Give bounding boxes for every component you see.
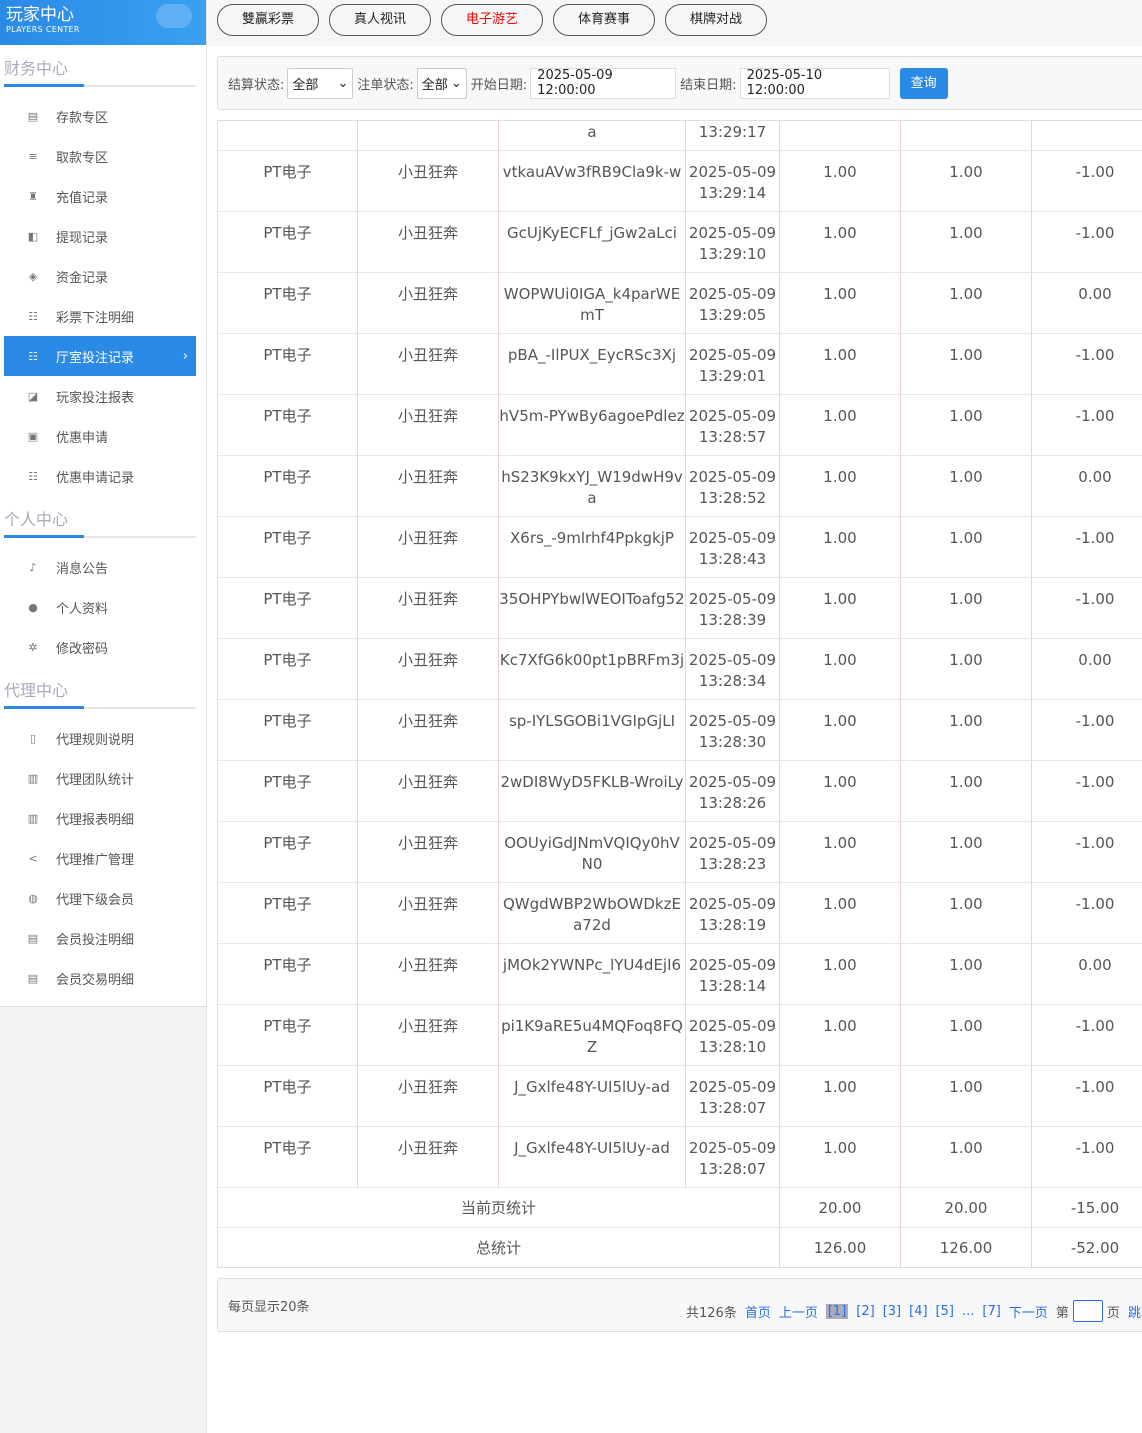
table-row: PT电子 小丑狂奔 2wDI8WyD5FKLB-WroiLy 2025-05-09 1… xyxy=(218,760,1142,821)
filter-bar: 结算状态: 全部 ⌄ 注单状态: 全部 ⌄ 开始日期: 2025-05-09 12:… xyxy=(217,56,1142,110)
table-row: PT电子 小丑狂奔 WOPWUi0IGA_k4parWEmT 2025-05-09 1… xyxy=(218,272,1142,333)
sidebar-item[interactable]: ▯ 代理规则说明 xyxy=(4,718,196,758)
withdraw-icon: ◧ xyxy=(27,229,39,243)
query-button[interactable]: 查询 xyxy=(899,67,948,99)
gamepad-icon xyxy=(156,4,192,28)
list-icon: ☷ xyxy=(28,469,38,483)
doc-icon: ▤ xyxy=(27,931,39,945)
bell-icon: ♪ xyxy=(29,560,37,574)
bet-table: a 13:29:17 PT电子 小丑狂奔 vtkauAVw3fRB9Cla9k-w 202… xyxy=(217,120,1142,1268)
section-title: 财务中心 xyxy=(4,45,196,87)
first-page-link[interactable]: 首页 xyxy=(744,1305,771,1321)
top-tab[interactable]: 电子游艺 xyxy=(441,4,543,36)
money-icon: ◈ xyxy=(28,269,38,283)
top-tabs: 雙贏彩票 真人视讯 电子游艺 体育赛事 棋牌对战 xyxy=(207,0,1142,46)
page-link-1[interactable]: [1] xyxy=(825,1303,849,1319)
list-icon: ☷ xyxy=(28,349,38,363)
page-link-2[interactable]: [2] xyxy=(856,1303,875,1319)
sidebar-item[interactable]: ◧ 提现记录 xyxy=(27,229,109,246)
summary-row: 当前页统计 20.00 20.00 -15.00 xyxy=(218,1187,1142,1227)
sidebar-item[interactable]: ▤ 会员投注明细 xyxy=(27,931,135,948)
sidebar-item[interactable]: ✲ 修改密码 xyxy=(4,627,196,667)
table-row: PT电子 小丑狂奔 J_Gxlfe48Y-UI5lUy-ad 2025-05-09 1… xyxy=(218,1065,1142,1126)
share-icon: < xyxy=(28,851,38,865)
table-row: PT电子 小丑狂奔 sp-IYLSGOBi1VGIpGjLI 2025-05-09 1… xyxy=(218,699,1142,760)
table-row: PT电子 小丑狂奔 J_Gxlfe48Y-UI5lUy-ad 2025-05-09 1… xyxy=(218,1126,1142,1187)
sidebar-item[interactable]: ▤ 会员交易明细 xyxy=(27,971,135,988)
sidebar-item[interactable]: < 代理推广管理 xyxy=(4,838,196,878)
sidebar: 玩家中心 PLAYERS CENTER 财务中心 ▤ 存款专区 ≡ 取款专区 ♜ 充值记录 ◧… xyxy=(0,0,207,1433)
page-link-3[interactable]: [3] xyxy=(882,1303,902,1319)
page-link-4[interactable]: [4] xyxy=(909,1303,928,1319)
prev-page-link[interactable]: 上一页 xyxy=(778,1305,818,1321)
sidebar-item[interactable]: ▣ 优惠申请 xyxy=(27,429,109,446)
file-icon: ▯ xyxy=(29,731,37,745)
top-tab[interactable]: 雙贏彩票 xyxy=(217,4,319,36)
page-link-5[interactable]: [5] xyxy=(935,1303,954,1319)
table-row: PT电子 小丑狂奔 pBA_-IlPUX_EycRSc3Xj 2025-05-09 1… xyxy=(218,333,1142,394)
top-tab[interactable]: 体育赛事 xyxy=(553,4,655,36)
sidebar-item[interactable]: ● 个人资料 xyxy=(4,587,196,627)
bet-status-select[interactable]: 全部 ⌄ xyxy=(416,67,467,99)
calculator-icon: ▤ xyxy=(27,109,39,123)
bag-icon: ♜ xyxy=(28,189,38,203)
start-date-input[interactable]: 2025-05-09 12:00:00 xyxy=(530,67,677,99)
table-row: PT电子 小丑狂奔 jMOk2YWNPc_lYU4dEjI6 2025-05-09 1… xyxy=(218,943,1142,1004)
table-row: a 13:29:17 xyxy=(218,120,1142,150)
top-tab[interactable]: 真人视讯 xyxy=(329,4,431,36)
top-tab[interactable]: 棋牌对战 xyxy=(665,4,767,36)
book-icon: ▥ xyxy=(27,811,39,825)
table-row: PT电子 小丑狂奔 35OHPYbwlWEOIToafg52 2025-05-09 1… xyxy=(218,577,1142,638)
cash-icon: ≡ xyxy=(28,149,38,163)
page-link-7[interactable]: [7] xyxy=(982,1303,1001,1319)
sidebar-item[interactable]: ☷ 彩票下注明细 xyxy=(4,296,196,336)
sidebar-item[interactable]: ♪ 消息公告 xyxy=(4,547,196,587)
sidebar-item[interactable]: ≡ 取款专区 xyxy=(4,136,196,176)
chevron-down-icon: ⌄ xyxy=(337,75,349,91)
jump-button[interactable]: 跳转 xyxy=(1127,1305,1142,1321)
pagination: 每页显示20条 共126条 首页 上一页 [1] [2] [3] [4] [5]… xyxy=(217,1278,1142,1332)
summary-row: 总统计 126.00 126.00 -52.00 xyxy=(218,1227,1142,1267)
gear-icon: ✲ xyxy=(28,640,38,654)
table-row: PT电子 小丑狂奔 pi1K9aRE5u4MQFoq8FQZ 2025-05-09 1… xyxy=(218,1004,1142,1065)
table-row: PT电子 小丑狂奔 GcUjKyECFLf_jGw2aLci 2025-05-09 1… xyxy=(218,211,1142,272)
table-row: PT电子 小丑狂奔 hV5m-PYwBy6agoePdlez 2025-05-09 1… xyxy=(218,394,1142,455)
sidebar-item[interactable]: ♜ 充值记录 xyxy=(4,176,196,216)
sidebar-item[interactable]: ◈ 资金记录 xyxy=(4,256,196,296)
chevron-down-icon: ⌄ xyxy=(450,75,462,91)
table-row: PT电子 小丑狂奔 X6rs_-9mlrhf4PpkgkjP 2025-05-09 1… xyxy=(218,516,1142,577)
sidebar-item[interactable]: ◪ 玩家投注报表 xyxy=(27,389,135,406)
settle-status-select[interactable]: 全部 ⌄ xyxy=(287,67,354,99)
end-date-input[interactable]: 2025-05-10 12:00:00 xyxy=(739,67,890,99)
book-icon: ▥ xyxy=(27,771,39,785)
table-row: PT电子 小丑狂奔 hS23K9kxYJ_W19dwH9va 2025-05-09 1… xyxy=(218,455,1142,516)
section-title: 代理中心 xyxy=(4,667,196,709)
sidebar-item[interactable]: ▤ 存款专区 xyxy=(27,109,109,126)
sidebar-item[interactable]: ◍ 代理下级会员 xyxy=(4,878,196,918)
sidebar-item[interactable]: ▥ 代理报表明细 xyxy=(27,811,135,828)
doc-icon: ▤ xyxy=(27,971,39,985)
logo: 玩家中心 PLAYERS CENTER xyxy=(0,0,206,45)
table-row: PT电子 小丑狂奔 OOUyiGdJNmVQIQy0hVN0 2025-05-09 1… xyxy=(218,821,1142,882)
goto-page-input[interactable] xyxy=(1072,1300,1103,1322)
sidebar-item[interactable]: ☷ 厅室投注记录 › xyxy=(4,336,196,376)
sidebar-item[interactable]: ☷ 优惠申请记录 xyxy=(4,456,196,496)
chevron-right-icon: › xyxy=(182,348,188,364)
chart-icon: ◪ xyxy=(27,389,39,403)
users-icon: ◍ xyxy=(28,891,38,905)
table-row: PT电子 小丑狂奔 QWgdWBP2WbOWDkzEa72d 2025-05-09 1… xyxy=(218,882,1142,943)
next-page-link[interactable]: 下一页 xyxy=(1008,1305,1048,1321)
user-icon: ● xyxy=(28,600,38,614)
section-title: 个人中心 xyxy=(4,496,196,538)
list-icon: ☷ xyxy=(28,309,38,323)
table-row: PT电子 小丑狂奔 Kc7XfG6k00pt1pBRFm3j 2025-05-09 1… xyxy=(218,638,1142,699)
gift-icon: ▣ xyxy=(27,429,39,443)
sidebar-item[interactable]: ▥ 代理团队统计 xyxy=(27,771,135,788)
table-row: PT电子 小丑狂奔 vtkauAVw3fRB9Cla9k-w 2025-05-09 1… xyxy=(218,150,1142,211)
